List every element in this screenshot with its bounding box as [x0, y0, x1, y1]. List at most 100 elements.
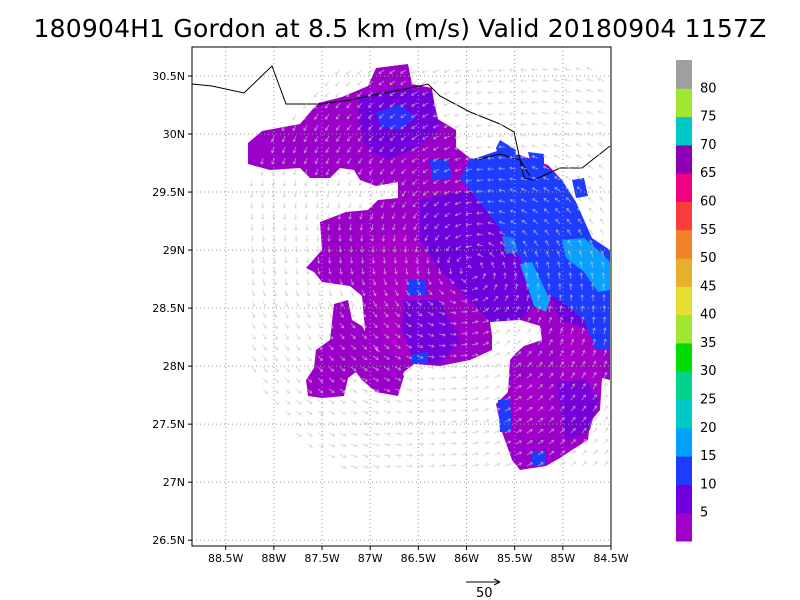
wind-vector: [449, 278, 454, 284]
wind-vector-head: [479, 262, 484, 266]
wind-vector-head: [523, 250, 527, 255]
wind-vector-head: [434, 225, 438, 230]
wind-vector-head: [293, 216, 298, 220]
wind-vector: [295, 399, 302, 405]
wind-vector: [304, 157, 308, 164]
wind-vector: [390, 168, 396, 174]
wind-vector: [316, 190, 319, 198]
wind-vector-head: [544, 229, 548, 233]
wind-vector-head: [586, 110, 590, 114]
wind-vector-head: [262, 271, 266, 275]
wind-vector: [283, 179, 286, 187]
wind-vector-head: [298, 433, 302, 437]
lon-tick-label: 84.5W: [593, 552, 628, 565]
wind-vector-head: [252, 347, 256, 351]
wind-vector-head: [272, 216, 276, 220]
wind-vector: [327, 201, 330, 209]
wind-vector-head: [444, 225, 448, 229]
lat-tick-label: 27.5N: [152, 418, 185, 431]
wind-vector: [465, 91, 473, 94]
wind-vector: [598, 132, 605, 137]
wind-vector: [433, 80, 440, 84]
colorbar-swatch: [676, 314, 692, 344]
wind-vector: [251, 267, 254, 275]
wind-vector-head: [442, 333, 446, 337]
wind-vector-head: [411, 159, 415, 163]
wind-vector: [575, 67, 583, 71]
wind-vector-head: [346, 71, 350, 75]
wind-vector: [383, 333, 389, 339]
wind-vector-head: [590, 261, 594, 265]
wind-vector-head: [443, 69, 447, 74]
wind-vector: [262, 355, 267, 362]
wind-vector-head: [454, 135, 458, 139]
wind-vector: [372, 443, 380, 446]
wind-vector: [405, 399, 413, 402]
wind-vector-head: [565, 186, 569, 190]
wind-vector: [381, 201, 385, 208]
wind-vector: [444, 124, 451, 128]
wind-vector: [546, 251, 550, 258]
wind-vector-head: [319, 357, 323, 361]
wind-vector: [460, 453, 468, 456]
wind-vector: [603, 327, 606, 335]
wind-vector: [471, 409, 479, 412]
wind-vector-head: [343, 444, 347, 448]
wind-vector-head: [331, 422, 336, 426]
wind-vector: [476, 157, 484, 160]
wind-vector: [482, 308, 489, 313]
wind-vector-head: [346, 94, 350, 98]
wind-vector: [361, 267, 364, 275]
wind-vector-head: [329, 303, 333, 308]
wind-vector-head: [390, 137, 394, 141]
wind-vector-head: [315, 194, 319, 198]
wind-vector: [416, 421, 424, 423]
wind-vector-head: [408, 345, 413, 349]
wind-vector: [526, 429, 533, 434]
wind-vector-head: [309, 444, 314, 448]
wind-vector-head: [546, 261, 550, 265]
wind-vector-head: [378, 71, 382, 75]
wind-vector-head: [549, 339, 553, 343]
wind-vector-head: [292, 116, 296, 121]
wind-vector-head: [315, 205, 319, 209]
wind-vector-head: [341, 325, 345, 329]
wind-vector-head: [598, 153, 602, 157]
wind-vector: [328, 311, 333, 318]
wind-vector: [284, 245, 287, 253]
wind-vector: [350, 278, 354, 285]
wind-vector-head: [454, 80, 458, 84]
wind-vector: [405, 278, 409, 285]
wind-vector-head: [411, 137, 415, 140]
wind-vector: [532, 155, 539, 159]
wind-vector-head: [413, 215, 417, 219]
wind-vector: [581, 361, 586, 368]
wind-vector: [444, 201, 451, 206]
wind-vector-head: [331, 368, 335, 372]
wind-vector-head: [520, 144, 524, 148]
wind-vector-head: [588, 196, 592, 201]
wind-vector-head: [295, 282, 299, 286]
wind-vector: [511, 241, 517, 247]
wind-vector-head: [542, 100, 546, 104]
wind-vector-head: [529, 373, 533, 377]
wind-vector-head: [579, 272, 584, 276]
wind-vector: [284, 366, 290, 372]
wind-vector: [350, 311, 355, 318]
wind-vector: [460, 343, 468, 346]
wind-vector-head: [314, 105, 318, 109]
wind-vector-head: [553, 89, 557, 93]
wind-vector-head: [509, 177, 513, 181]
wind-vector-head: [509, 90, 513, 94]
wind-vector-head: [349, 238, 353, 242]
wind-vector-head: [487, 221, 491, 225]
lon-tick-label: 87W: [358, 552, 383, 565]
wind-vector: [449, 431, 457, 434]
wind-vector: [548, 339, 553, 346]
wind-vector-head: [368, 104, 372, 108]
lon-tick-label: 85.5W: [497, 552, 532, 565]
wind-vector-head: [297, 368, 301, 373]
wind-vector: [482, 419, 489, 423]
wind-vector-head: [389, 93, 393, 97]
